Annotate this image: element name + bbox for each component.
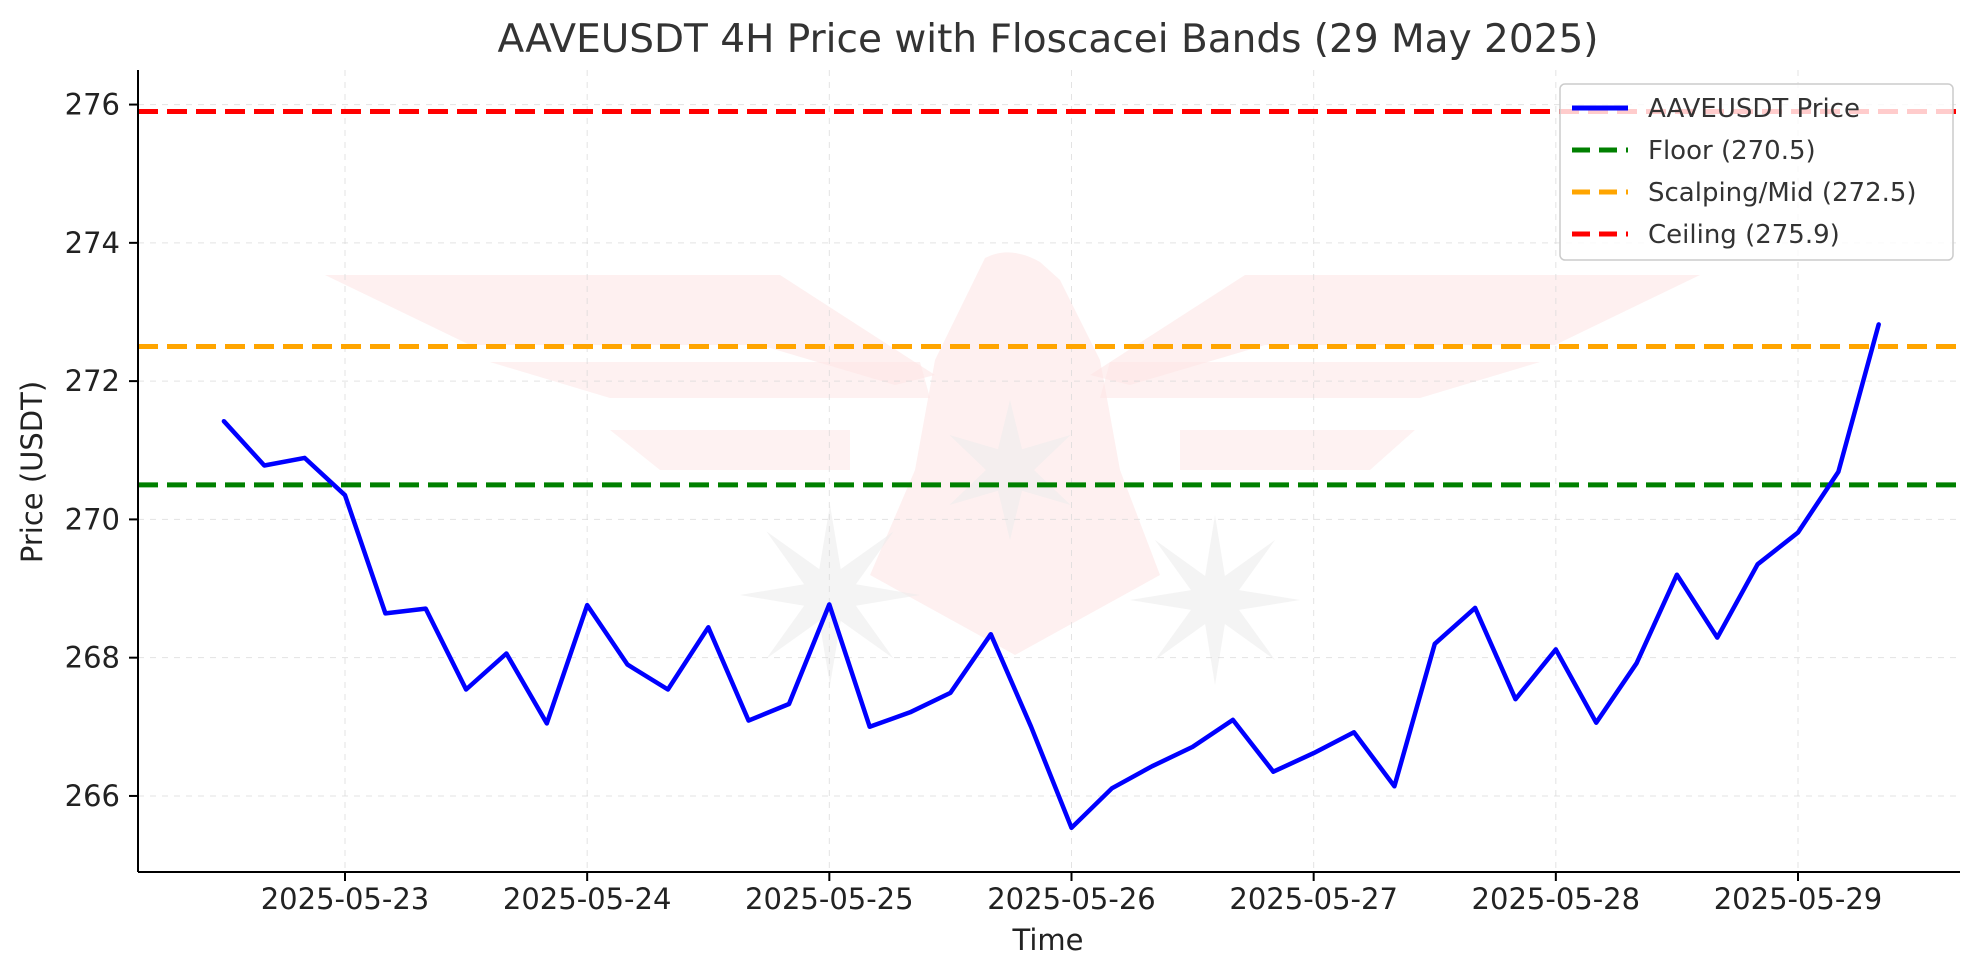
y-tick-label: 270	[65, 502, 120, 536]
y-tick-label: 272	[65, 364, 120, 398]
x-tick-label: 2025-05-28	[1472, 882, 1641, 916]
y-axis-label: Price (USDT)	[15, 381, 49, 563]
y-tick-label: 268	[65, 641, 120, 675]
grid-lines	[138, 70, 1960, 872]
legend-label: Scalping/Mid (272.5)	[1648, 178, 1917, 208]
x-axis-label: Time	[1012, 923, 1084, 957]
legend: AAVEUSDT Price Floor (270.5) Scalping/Mid …	[1559, 83, 1954, 261]
eagle-watermark	[325, 252, 1700, 685]
watermark-wing-right	[1090, 275, 1700, 385]
legend-label: Floor (270.5)	[1648, 136, 1816, 166]
watermark-feather-right	[1100, 362, 1540, 398]
y-tick-label: 266	[65, 779, 120, 813]
y-ticks: 266 268 270 272 274 276	[65, 88, 138, 813]
watermark-tail-left	[610, 430, 850, 470]
watermark-feather-left	[490, 362, 930, 398]
legend-label: AAVEUSDT Price	[1648, 94, 1860, 124]
x-tick-label: 2025-05-26	[987, 882, 1156, 916]
y-tick-label: 276	[65, 88, 120, 122]
x-tick-label: 2025-05-25	[745, 882, 914, 916]
legend-box	[1559, 83, 1954, 261]
price-line	[221, 322, 1881, 831]
legend-label: Ceiling (275.9)	[1648, 220, 1840, 250]
watermark-star-left	[740, 505, 920, 685]
x-ticks: 2025-05-23 2025-05-24 2025-05-25 2025-05-26…	[261, 872, 1883, 916]
x-tick-label: 2025-05-29	[1714, 882, 1883, 916]
watermark-star-right	[1130, 515, 1300, 685]
y-tick-label: 274	[65, 226, 120, 260]
price-series	[221, 322, 1881, 831]
x-tick-label: 2025-05-27	[1229, 882, 1398, 916]
x-tick-label: 2025-05-24	[503, 882, 672, 916]
watermark-star-center	[949, 400, 1071, 540]
chart-title: AAVEUSDT 4H Price with Floscacei Bands (…	[497, 17, 1598, 62]
watermark-wing-left	[325, 275, 935, 385]
x-tick-label: 2025-05-23	[261, 882, 430, 916]
watermark-tail-right	[1180, 430, 1415, 470]
axes	[137, 70, 1960, 873]
